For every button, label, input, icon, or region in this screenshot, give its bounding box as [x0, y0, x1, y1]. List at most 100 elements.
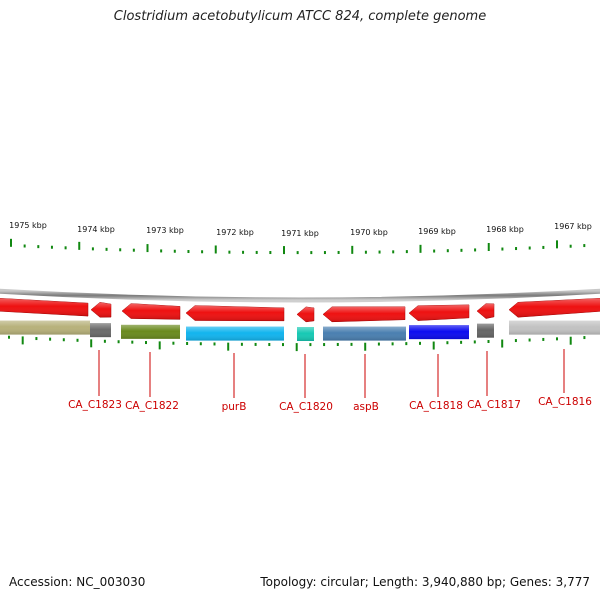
gene-label[interactable]: CA_C1817 [467, 399, 521, 411]
gene-label[interactable]: CA_C1816 [538, 396, 592, 408]
major-tick [295, 343, 298, 352]
minor-tick [392, 250, 395, 254]
minor-tick [487, 340, 490, 344]
cds-arrow-shine [323, 306, 405, 322]
minor-tick [377, 342, 380, 346]
minor-tick [35, 337, 38, 341]
major-tick [21, 336, 24, 345]
cds-arrow-shine [409, 304, 469, 321]
gene-block-shine [121, 324, 180, 339]
major-tick [419, 244, 422, 253]
minor-tick [173, 249, 176, 253]
scale-label: 1975 kbp [9, 221, 47, 230]
minor-tick [119, 248, 122, 252]
minor-tick [23, 244, 26, 248]
major-tick [501, 339, 504, 348]
cds-arrow-shine [186, 305, 284, 321]
minor-tick [199, 342, 202, 346]
gene-labels: CA_C1823 CA_C1822 purB CA_C1820 aspB CA_C1818… [68, 349, 592, 413]
minor-tick [515, 247, 518, 251]
minor-tick [337, 250, 340, 254]
minor-tick [323, 251, 326, 255]
scale-ticks-upper [10, 238, 586, 255]
minor-tick [391, 342, 394, 346]
gene-block-shine [90, 323, 111, 338]
scale-label: 1968 kbp [486, 225, 524, 234]
minor-tick [336, 342, 339, 346]
major-tick [569, 336, 572, 345]
minor-tick [405, 250, 408, 254]
minor-tick [8, 335, 10, 339]
gene-blocks [0, 320, 600, 341]
minor-tick [172, 341, 175, 345]
minor-tick [350, 342, 353, 346]
major-tick [364, 342, 367, 351]
minor-tick [50, 245, 53, 249]
minor-tick [62, 338, 65, 342]
minor-tick [528, 246, 531, 250]
minor-tick [64, 246, 67, 250]
topology-text: Topology: circular; Length: 3,940,880 bp… [260, 575, 590, 589]
minor-tick [255, 250, 258, 254]
minor-tick [268, 343, 271, 347]
genome-backbone [0, 288, 600, 303]
minor-tick [446, 341, 449, 345]
gene-block-shine [509, 320, 600, 335]
major-tick [10, 238, 12, 247]
minor-tick [569, 244, 572, 248]
gene-block-shine [409, 325, 469, 340]
major-tick [227, 342, 230, 351]
major-tick [556, 240, 558, 249]
cds-arrow-shine [477, 303, 494, 319]
minor-tick [76, 338, 79, 342]
major-tick [78, 241, 81, 250]
minor-tick [405, 342, 408, 346]
minor-tick [378, 250, 381, 254]
minor-tick [309, 343, 312, 347]
minor-tick [242, 250, 245, 254]
minor-tick [446, 249, 449, 253]
cds-arrow-shine [122, 303, 180, 320]
minor-tick [49, 337, 52, 341]
minor-tick [103, 339, 106, 343]
minor-tick [433, 249, 436, 253]
major-tick [90, 339, 93, 348]
cds-arrows [0, 297, 600, 323]
scale-label: 1971 kbp [281, 229, 319, 238]
minor-tick [542, 245, 545, 249]
scale-ticks-lower [8, 335, 586, 352]
scale-label: 1974 kbp [77, 225, 115, 234]
gene-label[interactable]: CA_C1820 [279, 401, 333, 413]
minor-tick [37, 245, 40, 249]
minor-tick [474, 248, 477, 252]
minor-tick [460, 340, 463, 344]
minor-tick [132, 248, 135, 252]
scale-label: 1967 kbp [554, 222, 592, 231]
gene-block-shine [0, 320, 90, 335]
minor-tick [473, 340, 476, 344]
gene-label[interactable]: aspB [353, 401, 379, 413]
gene-label[interactable]: CA_C1823 [68, 399, 122, 411]
major-tick [214, 245, 217, 254]
minor-tick [213, 342, 216, 346]
gene-block-shine [297, 326, 314, 341]
minor-tick [117, 340, 120, 344]
minor-tick [186, 341, 189, 345]
genome-title: Clostridium acetobutylicum ATCC 824, com… [113, 9, 487, 24]
scale-label: 1969 kbp [418, 227, 456, 236]
gene-label[interactable]: CA_C1818 [409, 400, 463, 412]
major-tick [146, 244, 149, 253]
minor-tick [364, 250, 367, 254]
minor-tick [282, 343, 284, 347]
minor-tick [131, 340, 134, 344]
minor-tick [556, 337, 558, 341]
minor-tick [269, 251, 272, 255]
accession-text: Accession: NC_003030 [9, 575, 146, 589]
major-tick [158, 341, 161, 350]
minor-tick [160, 249, 163, 253]
cds-arrow-shine [0, 298, 88, 317]
gene-label[interactable]: CA_C1822 [125, 400, 179, 412]
gene-block-shine [186, 326, 284, 341]
gene-label[interactable]: purB [222, 401, 247, 413]
